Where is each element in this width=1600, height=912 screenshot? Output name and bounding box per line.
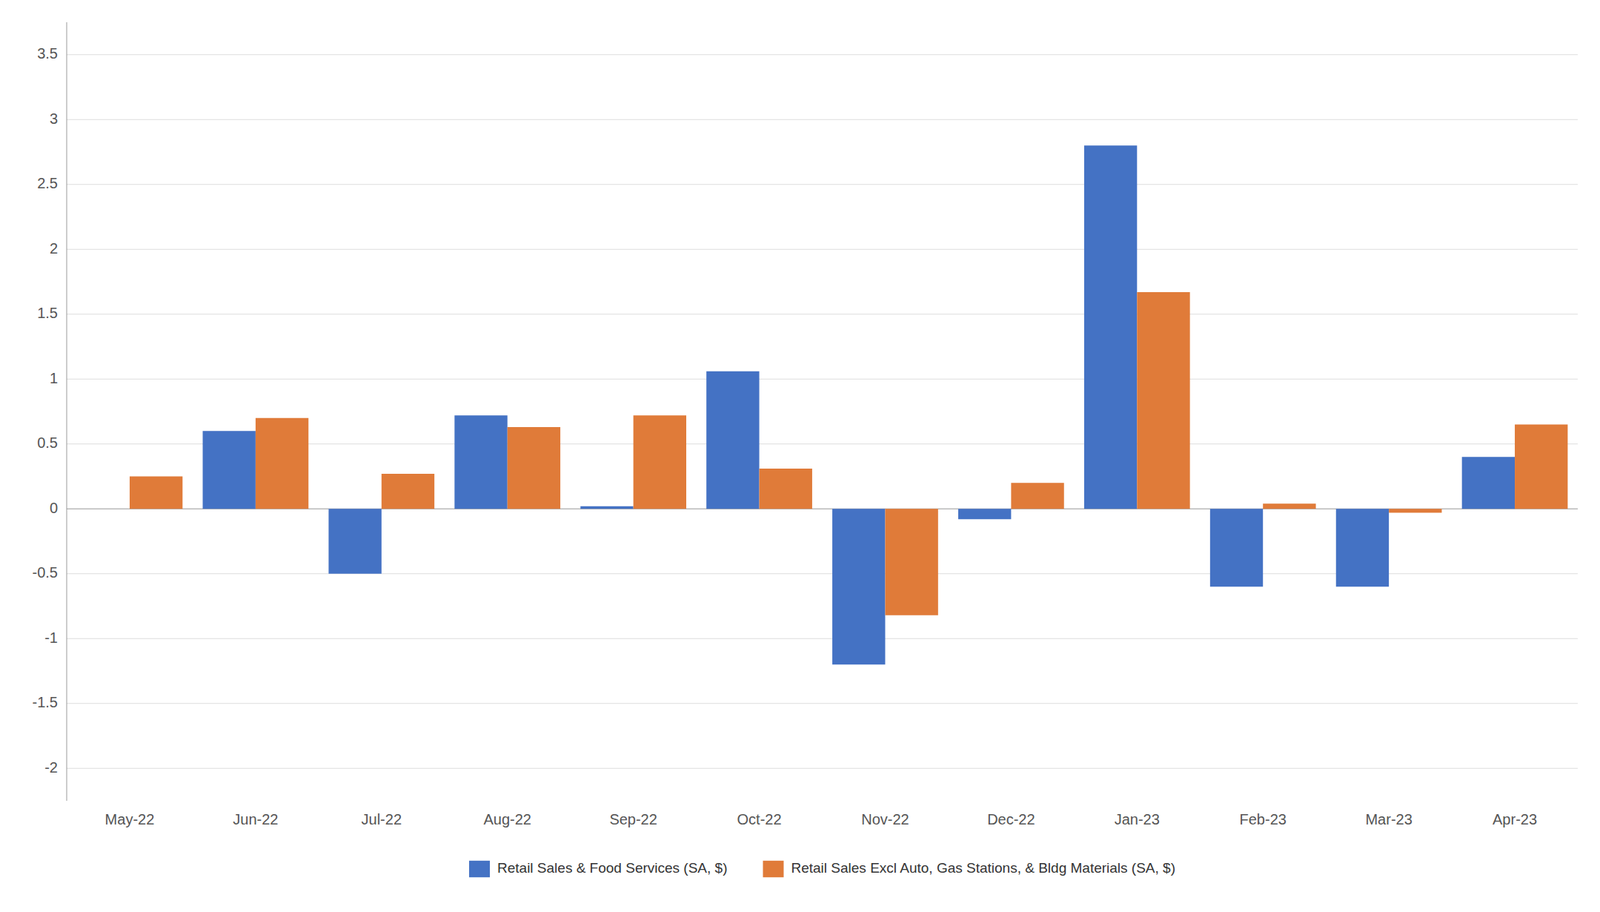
legend-item: Retail Sales Excl Auto, Gas Stations, & … xyxy=(762,859,1176,877)
y-tick-label: 1 xyxy=(49,369,58,387)
bar xyxy=(633,415,687,509)
grid-line xyxy=(66,702,1578,704)
x-tick-label: Dec-22 xyxy=(987,810,1035,828)
bar xyxy=(759,468,813,509)
bar xyxy=(1010,482,1064,509)
x-tick-label: Jan-23 xyxy=(1114,810,1160,828)
legend-swatch xyxy=(762,860,784,877)
y-tick-label: 0 xyxy=(49,499,58,516)
x-tick-label: Apr-23 xyxy=(1492,810,1538,828)
legend-label: Retail Sales Excl Auto, Gas Stations, & … xyxy=(790,859,1176,876)
y-axis-line xyxy=(66,22,68,801)
grid-line xyxy=(66,119,1578,121)
bar xyxy=(507,426,561,509)
grid-line xyxy=(66,638,1578,639)
bar xyxy=(454,415,507,509)
bar xyxy=(328,508,381,574)
series xyxy=(77,145,1515,665)
x-tick-label: Sep-22 xyxy=(609,810,658,828)
bar xyxy=(958,508,1011,519)
bar xyxy=(77,508,130,510)
x-tick-label: Jul-22 xyxy=(361,810,402,828)
bar xyxy=(1084,145,1137,509)
y-tick-label: 1.5 xyxy=(37,304,58,321)
y-tick-labels: -2 -1.5 -1 -0.5 0 0.5 1 1.5 2 2.5 3 3.5 xyxy=(32,45,58,776)
x-tick-label: May-22 xyxy=(105,810,155,828)
grid-line xyxy=(66,249,1578,250)
series xyxy=(129,291,1568,616)
bar xyxy=(832,508,885,665)
y-tick-label: 3 xyxy=(49,110,58,127)
x-tick-label: Mar-23 xyxy=(1365,810,1412,828)
y-tick-label: 2.5 xyxy=(37,174,58,192)
x-tick-label: Feb-23 xyxy=(1239,810,1287,828)
bar xyxy=(129,476,183,510)
chart: -2 -1.5 -1 -0.5 0 0.5 1 1.5 2 2.5 3 3.5 May-22 Jun-22… xyxy=(0,0,1600,912)
y-tick-label: 2 xyxy=(49,240,58,257)
x-tick-labels: May-22 Jun-22 Jul-22 Aug-22 Sep-22 Oct-22 Nov-… xyxy=(105,810,1538,828)
x-tick-label: Aug-22 xyxy=(483,810,532,828)
y-tick-label: -1.5 xyxy=(32,693,58,710)
legend-swatch xyxy=(469,860,490,877)
bar xyxy=(1136,291,1190,509)
y-tick-label: -1 xyxy=(44,629,58,646)
bar xyxy=(1210,508,1263,587)
grid-line xyxy=(66,378,1578,380)
legend-item: Retail Sales & Food Services (SA, $) xyxy=(469,859,728,877)
y-tick-label: -2 xyxy=(44,758,58,776)
y-tick-label: 0.5 xyxy=(37,434,58,451)
x-tick-label: Nov-22 xyxy=(861,810,909,828)
bar xyxy=(1336,508,1389,587)
x-tick-label: Jun-22 xyxy=(232,810,278,828)
bar xyxy=(1462,456,1515,509)
bar xyxy=(255,417,309,510)
bars xyxy=(77,145,1569,665)
bar xyxy=(381,473,435,509)
bar xyxy=(203,430,256,509)
legend: Retail Sales & Food Services (SA, $) Reta… xyxy=(469,859,1176,877)
bar xyxy=(1388,508,1442,513)
bar xyxy=(884,508,938,616)
legend-label: Retail Sales & Food Services (SA, $) xyxy=(497,859,728,876)
grid-line xyxy=(66,183,1578,185)
grid xyxy=(66,54,1578,769)
x-tick-label: Oct-22 xyxy=(737,810,782,828)
bar xyxy=(1514,424,1568,510)
grid-line xyxy=(66,54,1578,55)
y-tick-label: 3.5 xyxy=(37,45,58,62)
y-tick-label: -0.5 xyxy=(32,563,58,581)
grid-line xyxy=(66,767,1578,769)
bar xyxy=(1262,503,1316,509)
grid-line xyxy=(66,313,1578,315)
bar xyxy=(706,371,759,510)
bar xyxy=(580,506,633,510)
